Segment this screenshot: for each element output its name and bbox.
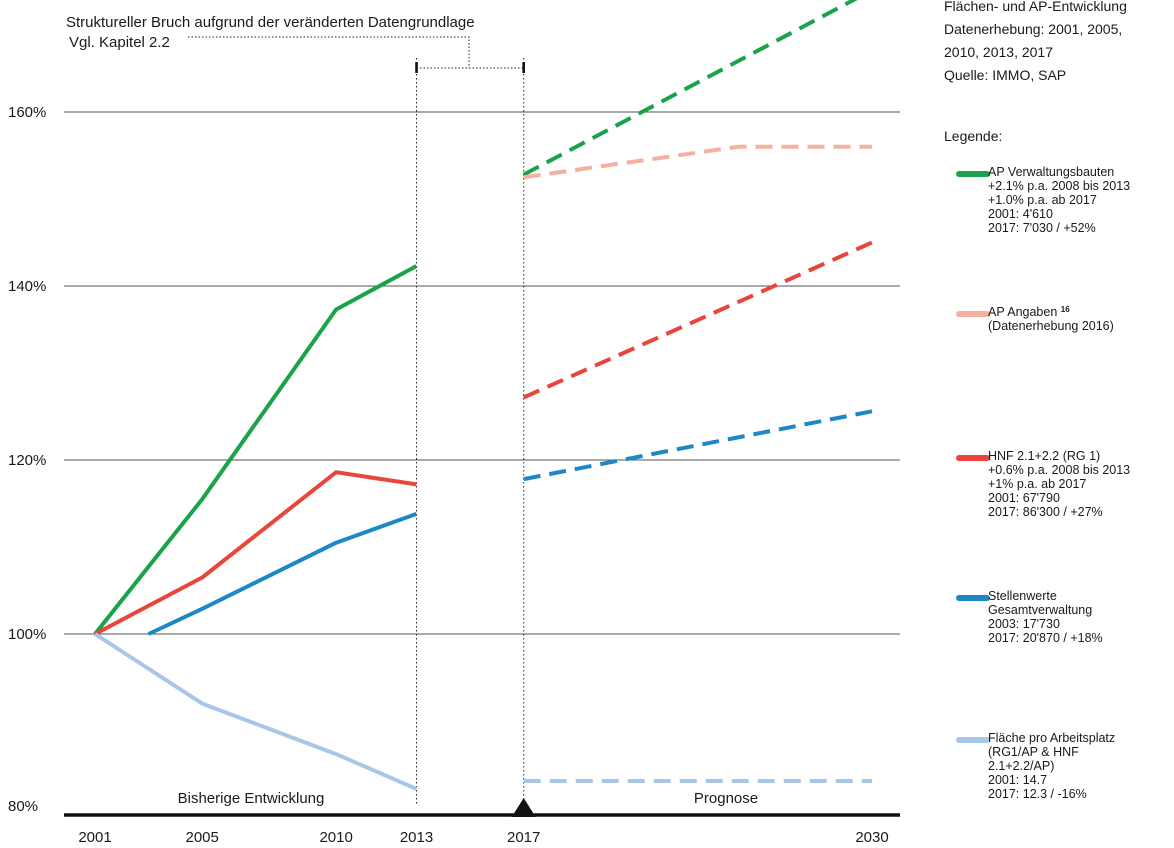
meta-info: Flächen- und AP-Entwicklung Datenerhebun… <box>944 0 1174 87</box>
legend-swatch <box>956 311 990 317</box>
series-line-hnf-2-1-2-2-rg-1-dashed <box>522 240 873 400</box>
y-axis-labels: 80% 100% 120% 140% 160% <box>8 104 46 815</box>
annotation-title: Struktureller Bruch aufgrund der verände… <box>66 14 475 31</box>
legend-swatch <box>956 455 990 461</box>
y-tick-label: 80% <box>8 798 38 815</box>
legend-label: Stellenwerte <box>988 589 1057 603</box>
x-axis-marker <box>511 798 536 817</box>
meta-line-survey: Datenerhebung: 2001, 2005, <box>944 21 1123 37</box>
legend-detail: +0.6% p.a. 2008 bis 2013 <box>988 463 1131 477</box>
legend-label: Fläche pro Arbeitsplatz <box>988 731 1116 745</box>
legend-detail: +1.0% p.a. ab 2017 <box>988 193 1097 207</box>
legend-detail: 2001: 14.7 <box>988 773 1048 787</box>
legend-detail: +1% p.a. ab 2017 <box>988 477 1087 491</box>
legend-detail: 2001: 4'610 <box>988 207 1053 221</box>
x-axis <box>64 798 900 817</box>
legend-detail: 2003: 17'730 <box>988 617 1060 631</box>
legend-detail: (Datenerhebung 2016) <box>988 319 1114 333</box>
footnote-marker: 16 <box>1060 305 1070 314</box>
x-tick-label: 2010 <box>319 829 352 846</box>
series-layer <box>93 0 873 791</box>
development-chart: 80% 100% 120% 140% 160% 2001 2005 2010 2013 2017… <box>8 0 900 846</box>
section-label-history: Bisherige Entwicklung <box>178 790 325 807</box>
meta-line-years: 2010, 2013, 2017 <box>944 44 1053 60</box>
legend-label: AP Angaben <box>988 305 1058 319</box>
series-line-ap-verwaltungsbauten-solid <box>93 264 418 636</box>
series-line-ap-verwaltungsbauten-dashed <box>522 0 858 177</box>
legend-detail: +2.1% p.a. 2008 bis 2013 <box>988 179 1131 193</box>
x-tick-label: 2005 <box>185 829 218 846</box>
legend-detail: Gesamtverwaltung <box>988 603 1093 617</box>
x-tick-label: 2001 <box>78 829 111 846</box>
x-tick-label: 2013 <box>400 829 433 846</box>
annotation-leader <box>188 36 470 68</box>
legend-heading: Legende: <box>944 128 1003 144</box>
legend-swatch <box>956 171 990 177</box>
y-tick-label: 140% <box>8 278 46 295</box>
annotation-reference: Vgl. Kapitel 2.2 <box>69 34 170 51</box>
legend-detail: 2017: 86'300 / +27% <box>988 505 1103 519</box>
y-tick-label: 100% <box>8 626 46 643</box>
legend-detail: 2017: 7'030 / +52% <box>988 221 1096 235</box>
legend-label: HNF 2.1+2.2 (RG 1) <box>988 449 1101 463</box>
x-axis-labels: 2001 2005 2010 2013 2017 2030 <box>78 829 888 846</box>
legend-detail: 2001: 67'790 <box>988 491 1060 505</box>
break-bracket-ends <box>415 62 525 73</box>
legend-detail: (RG1/AP & HNF <box>988 745 1079 759</box>
series-line-ap-angaben-dashed <box>523 144 872 180</box>
legend-label: AP Verwaltungsbauten <box>988 165 1115 179</box>
x-tick-label: 2030 <box>855 829 888 846</box>
meta-line-title: Flächen- und AP-Entwicklung <box>944 0 1127 14</box>
structural-break-markers <box>188 36 525 806</box>
series-line-hnf-2-1-2-2-rg-1-solid <box>94 470 417 636</box>
legend-detail: 2017: 20'870 / +18% <box>988 631 1103 645</box>
legend-swatch <box>956 737 990 743</box>
y-tick-label: 120% <box>8 452 46 469</box>
series-line-stellenwerte-gesamtverwaltung-solid <box>147 512 418 636</box>
series-line-stellenwerte-gesamtverwaltung-dashed <box>523 409 873 482</box>
y-tick-label: 160% <box>8 104 46 121</box>
legend-detail: 2.1+2.2/AP) <box>988 759 1055 773</box>
section-label-forecast: Prognose <box>694 790 758 807</box>
legend-detail: 2017: 12.3 / -16% <box>988 787 1087 801</box>
grid-lines <box>64 111 900 635</box>
series-line-fl-che-pro-arbeitsplatz-solid <box>93 632 418 791</box>
meta-line-source: Quelle: IMMO, SAP <box>944 67 1067 83</box>
legend-swatch <box>956 595 990 601</box>
x-tick-label: 2017 <box>507 829 540 846</box>
